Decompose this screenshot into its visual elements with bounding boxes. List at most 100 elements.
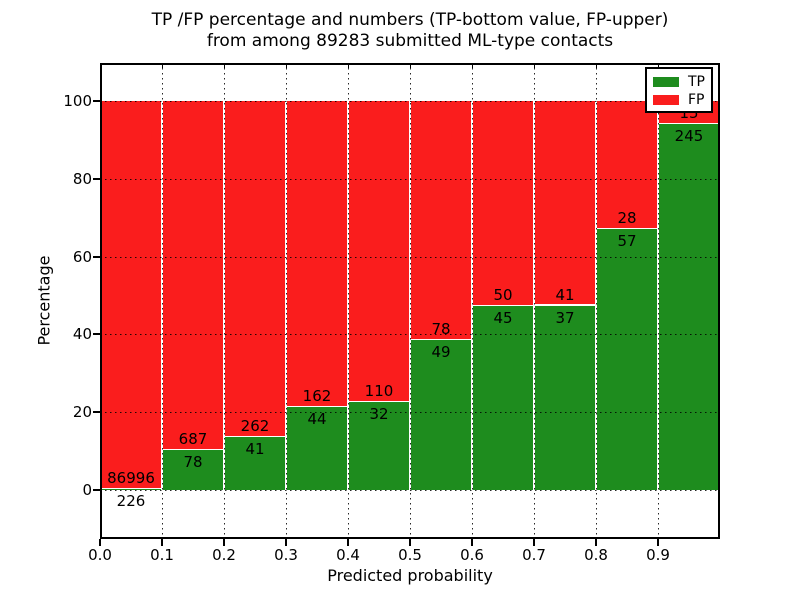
fp-count-label: 110: [364, 382, 394, 401]
x-tick-mark: [285, 539, 287, 546]
x-tick-label: 0.4: [336, 546, 360, 564]
y-tick-label: 0: [82, 480, 92, 499]
legend-row-tp: TP: [653, 73, 705, 91]
y-tick-label: 40: [72, 325, 92, 344]
chart-title-line1: TP /FP percentage and numbers (TP-bottom…: [151, 10, 669, 30]
y-tick-mark: [93, 255, 100, 258]
tp-count-label: 45: [493, 308, 513, 327]
x-axis-label: Predicted probability: [327, 566, 493, 585]
bar-fp-segment: [348, 101, 410, 403]
top-tick-mark: [348, 63, 349, 68]
bar-tp-segment: [348, 402, 410, 490]
fp-swatch-icon: [653, 95, 679, 105]
bar-fp-segment: [596, 101, 658, 230]
y-axis-label: Percentage: [34, 255, 54, 346]
tp-count-label: 245: [674, 126, 704, 145]
x-tick-mark: [409, 539, 411, 546]
bar-fp-segment: [472, 101, 534, 306]
legend-row-fp: FP: [653, 91, 705, 109]
x-tick-mark: [99, 539, 101, 546]
bar-tp-segment: [472, 305, 534, 490]
top-tick-mark: [410, 63, 411, 68]
y-tick-mark: [93, 411, 100, 414]
y-tick-mark: [93, 333, 100, 336]
tp-count-label: 226: [116, 491, 146, 510]
bar-fp-segment: [410, 101, 472, 340]
fp-count-label: 687: [178, 430, 208, 449]
y-tick-label: 20: [72, 403, 92, 422]
bar-tp-segment: [596, 229, 658, 490]
tp-count-label: 57: [617, 232, 637, 251]
bar-tp-segment: [224, 437, 286, 490]
x-tick-label: 0.9: [646, 546, 670, 564]
bar-tp-segment: [410, 339, 472, 490]
x-tick-label: 0.3: [274, 546, 298, 564]
x-tick-mark: [347, 539, 349, 546]
bar-fp-segment: [534, 101, 596, 306]
y-tick-label: 80: [72, 170, 92, 189]
bar-fp-segment: [224, 101, 286, 438]
plot-area: TP FP 86996 226 687 78 262 41 162 44 110 32 78 49 50…: [100, 63, 720, 539]
top-tick-mark: [162, 63, 163, 68]
fp-count-label: 86996: [107, 468, 155, 487]
x-tick-label: 0.2: [212, 546, 236, 564]
fp-count-label: 162: [302, 386, 332, 405]
top-tick-mark: [658, 63, 659, 68]
x-tick-mark: [223, 539, 225, 546]
tp-count-label: 78: [183, 453, 203, 472]
x-tick-label: 0.8: [584, 546, 608, 564]
bar-fp-segment: [162, 101, 224, 451]
y-tick-mark: [93, 100, 100, 103]
bar-tp-segment: [286, 406, 348, 490]
x-tick-label: 0.1: [150, 546, 174, 564]
x-tick-mark: [533, 539, 535, 546]
top-tick-mark: [472, 63, 473, 68]
x-tick-label: 0.7: [522, 546, 546, 564]
tp-count-label: 44: [307, 409, 327, 428]
x-gridline: [534, 63, 535, 539]
tp-count-label: 41: [245, 440, 265, 459]
top-tick-mark: [286, 63, 287, 68]
x-gridline: [286, 63, 287, 539]
legend-label-tp: TP: [688, 74, 705, 90]
x-gridline: [472, 63, 473, 539]
x-tick-label: 0.6: [460, 546, 484, 564]
chart-title: TP /FP percentage and numbers (TP-bottom…: [100, 10, 720, 52]
top-tick-mark: [534, 63, 535, 68]
x-gridline: [658, 63, 659, 539]
bar-fp-segment: [100, 101, 162, 489]
fp-count-label: 50: [493, 285, 513, 304]
y-tick-label: 60: [72, 247, 92, 266]
y-tick-mark: [93, 488, 100, 491]
bar-tp-segment: [658, 123, 720, 490]
tp-count-label: 49: [431, 342, 451, 361]
chart-title-line2: from among 89283 submitted ML-type conta…: [206, 31, 614, 51]
x-tick-label: 0.0: [88, 546, 112, 564]
tp-count-label: 37: [555, 308, 575, 327]
bar-fp-segment: [286, 101, 348, 407]
y-tick-mark: [93, 178, 100, 181]
tp-swatch-icon: [653, 77, 679, 87]
x-gridline: [596, 63, 597, 539]
fp-count-label: 78: [431, 319, 451, 338]
x-tick-mark: [595, 539, 597, 546]
x-tick-mark: [657, 539, 659, 546]
bar-tp-segment: [534, 305, 596, 490]
fp-count-label: 41: [555, 285, 575, 304]
top-tick-mark: [224, 63, 225, 68]
legend: TP FP: [645, 67, 713, 113]
x-tick-mark: [161, 539, 163, 546]
fp-count-label: 262: [240, 417, 270, 436]
x-gridline: [162, 63, 163, 539]
y-tick-label: 100: [63, 92, 92, 111]
fp-count-label: 28: [617, 209, 637, 228]
tp-count-label: 32: [369, 405, 389, 424]
top-tick-mark: [596, 63, 597, 68]
x-gridline: [410, 63, 411, 539]
x-gridline: [224, 63, 225, 539]
x-tick-mark: [471, 539, 473, 546]
x-tick-label: 0.5: [398, 546, 422, 564]
legend-label-fp: FP: [688, 92, 705, 108]
x-gridline: [348, 63, 349, 539]
